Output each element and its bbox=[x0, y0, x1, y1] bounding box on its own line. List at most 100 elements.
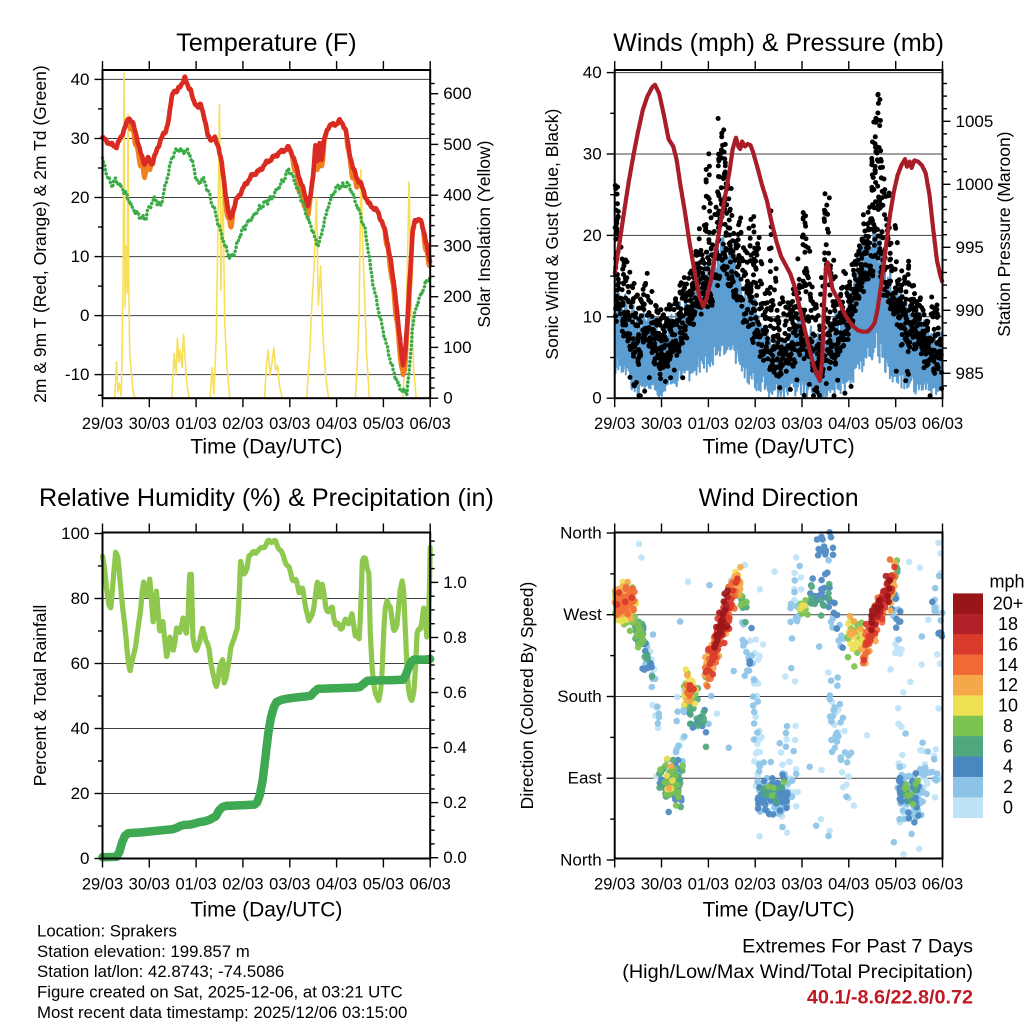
svg-text:06/03: 06/03 bbox=[922, 876, 963, 894]
svg-text:1000: 1000 bbox=[956, 175, 994, 194]
svg-text:29/03: 29/03 bbox=[594, 876, 635, 894]
svg-text:04/03: 04/03 bbox=[316, 415, 357, 433]
svg-text:30: 30 bbox=[583, 145, 602, 164]
svg-text:2: 2 bbox=[1003, 777, 1013, 797]
svg-text:03/03: 03/03 bbox=[781, 415, 822, 433]
svg-text:Winds (mph) & Pressure (mb): Winds (mph) & Pressure (mb) bbox=[613, 29, 944, 57]
svg-text:80: 80 bbox=[71, 589, 90, 608]
svg-text:8: 8 bbox=[1003, 716, 1013, 736]
svg-text:400: 400 bbox=[443, 186, 471, 205]
svg-text:Temperature (F): Temperature (F) bbox=[176, 29, 357, 57]
svg-text:10: 10 bbox=[583, 307, 602, 326]
svg-text:05/03: 05/03 bbox=[875, 876, 916, 894]
svg-text:1005: 1005 bbox=[956, 112, 994, 131]
svg-text:40: 40 bbox=[71, 70, 90, 89]
svg-text:20: 20 bbox=[71, 784, 90, 803]
svg-text:0: 0 bbox=[80, 849, 89, 868]
svg-text:Station Pressure (Maroon): Station Pressure (Maroon) bbox=[994, 131, 1014, 336]
svg-text:01/03: 01/03 bbox=[688, 876, 729, 894]
svg-text:990: 990 bbox=[956, 301, 984, 320]
svg-text:North: North bbox=[560, 524, 602, 543]
svg-text:Direction (Colored By Speed): Direction (Colored By Speed) bbox=[517, 582, 537, 810]
svg-text:20+: 20+ bbox=[993, 594, 1024, 614]
svg-text:100: 100 bbox=[443, 338, 471, 357]
svg-text:985: 985 bbox=[956, 364, 984, 383]
svg-text:02/03: 02/03 bbox=[222, 415, 263, 433]
svg-text:Solar Insolation (Yellow): Solar Insolation (Yellow) bbox=[474, 141, 494, 328]
svg-text:Percent & Total Rainfall: Percent & Total Rainfall bbox=[30, 605, 50, 787]
svg-text:20: 20 bbox=[71, 188, 90, 207]
svg-text:6: 6 bbox=[1003, 736, 1013, 756]
svg-text:01/03: 01/03 bbox=[688, 415, 729, 433]
svg-text:0.6: 0.6 bbox=[443, 683, 467, 702]
svg-text:01/03: 01/03 bbox=[175, 876, 216, 894]
svg-text:29/03: 29/03 bbox=[82, 415, 123, 433]
svg-text:4: 4 bbox=[1003, 757, 1013, 777]
svg-text:30/03: 30/03 bbox=[129, 415, 170, 433]
svg-text:0.8: 0.8 bbox=[443, 628, 467, 647]
svg-text:Station lat/lon: 42.8743; -74.: Station lat/lon: 42.8743; -74.5086 bbox=[37, 962, 284, 981]
svg-text:14: 14 bbox=[998, 655, 1018, 675]
svg-text:0: 0 bbox=[443, 389, 452, 408]
svg-text:10: 10 bbox=[998, 696, 1018, 716]
svg-text:500: 500 bbox=[443, 135, 471, 154]
svg-text:18: 18 bbox=[998, 614, 1018, 634]
svg-text:05/03: 05/03 bbox=[363, 876, 404, 894]
svg-text:04/03: 04/03 bbox=[316, 876, 357, 894]
svg-text:12: 12 bbox=[998, 675, 1018, 695]
svg-text:0: 0 bbox=[80, 306, 89, 325]
svg-text:0.0: 0.0 bbox=[443, 848, 467, 867]
svg-text:Time (Day/UTC): Time (Day/UTC) bbox=[703, 899, 855, 922]
svg-text:North: North bbox=[560, 851, 602, 870]
svg-text:West: West bbox=[563, 605, 602, 624]
svg-text:100: 100 bbox=[61, 524, 89, 543]
svg-text:30/03: 30/03 bbox=[641, 415, 682, 433]
svg-text:03/03: 03/03 bbox=[269, 415, 310, 433]
svg-text:600: 600 bbox=[443, 84, 471, 103]
svg-text:300: 300 bbox=[443, 236, 471, 255]
svg-text:South: South bbox=[557, 687, 601, 706]
svg-text:05/03: 05/03 bbox=[363, 415, 404, 433]
svg-text:04/03: 04/03 bbox=[828, 415, 869, 433]
svg-text:30/03: 30/03 bbox=[641, 876, 682, 894]
svg-text:Station elevation: 199.857 m: Station elevation: 199.857 m bbox=[37, 942, 250, 961]
svg-text:30/03: 30/03 bbox=[129, 876, 170, 894]
svg-text:01/03: 01/03 bbox=[175, 415, 216, 433]
svg-text:40: 40 bbox=[71, 719, 90, 738]
svg-text:16: 16 bbox=[998, 634, 1018, 654]
svg-text:05/03: 05/03 bbox=[875, 415, 916, 433]
svg-text:Most recent data timestamp: 20: Most recent data timestamp: 2025/12/06 0… bbox=[37, 1003, 407, 1022]
svg-text:-10: -10 bbox=[65, 365, 90, 384]
svg-text:30: 30 bbox=[71, 129, 90, 148]
svg-text:2m & 9m T (Red, Orange) & 2m T: 2m & 9m T (Red, Orange) & 2m Td (Green) bbox=[30, 65, 50, 402]
svg-text:Relative Humidity (%) & Precip: Relative Humidity (%) & Precipitation (i… bbox=[39, 484, 494, 512]
svg-text:East: East bbox=[568, 769, 602, 788]
svg-text:40.1/-8.6/22.8/0.72: 40.1/-8.6/22.8/0.72 bbox=[807, 987, 973, 1009]
svg-text:02/03: 02/03 bbox=[735, 876, 776, 894]
svg-text:02/03: 02/03 bbox=[735, 415, 776, 433]
svg-text:Sonic Wind & Gust (Blue, Black: Sonic Wind & Gust (Blue, Black) bbox=[542, 109, 562, 360]
svg-text:40: 40 bbox=[583, 63, 602, 82]
svg-text:Figure created on Sat, 2025-12: Figure created on Sat, 2025-12-06, at 03… bbox=[37, 983, 403, 1002]
svg-text:06/03: 06/03 bbox=[410, 415, 451, 433]
svg-text:29/03: 29/03 bbox=[82, 876, 123, 894]
svg-text:995: 995 bbox=[956, 238, 984, 257]
svg-text:0: 0 bbox=[592, 389, 601, 408]
svg-text:20: 20 bbox=[583, 226, 602, 245]
svg-text:Time (Day/UTC): Time (Day/UTC) bbox=[190, 899, 342, 922]
svg-text:06/03: 06/03 bbox=[922, 415, 963, 433]
svg-text:Location: Sprakers: Location: Sprakers bbox=[37, 921, 177, 940]
svg-text:0.2: 0.2 bbox=[443, 793, 467, 812]
svg-text:Time (Day/UTC): Time (Day/UTC) bbox=[190, 436, 342, 459]
svg-text:mph: mph bbox=[989, 572, 1024, 592]
svg-text:60: 60 bbox=[71, 654, 90, 673]
svg-text:0: 0 bbox=[1003, 798, 1013, 818]
svg-text:03/03: 03/03 bbox=[781, 876, 822, 894]
svg-text:Extremes For Past 7 Days: Extremes For Past 7 Days bbox=[742, 936, 973, 958]
svg-text:1.0: 1.0 bbox=[443, 573, 467, 592]
svg-text:04/03: 04/03 bbox=[828, 876, 869, 894]
svg-text:Time (Day/UTC): Time (Day/UTC) bbox=[703, 436, 855, 459]
svg-text:Wind Direction: Wind Direction bbox=[699, 485, 859, 512]
svg-text:0.4: 0.4 bbox=[443, 738, 467, 757]
svg-text:06/03: 06/03 bbox=[410, 876, 451, 894]
